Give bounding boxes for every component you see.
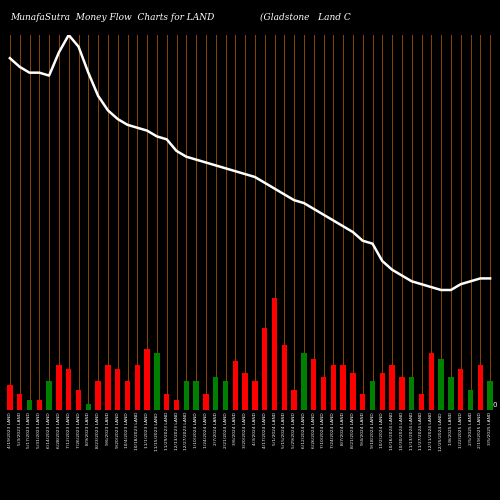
Bar: [390, 365, 395, 410]
Bar: [213, 378, 218, 410]
Bar: [488, 382, 493, 410]
Bar: [438, 359, 444, 410]
Bar: [164, 394, 170, 410]
Bar: [350, 373, 356, 410]
Bar: [144, 348, 150, 410]
Bar: [360, 394, 366, 410]
Bar: [125, 382, 130, 410]
Bar: [311, 359, 316, 410]
Text: (Gladstone   Land C: (Gladstone Land C: [260, 12, 351, 22]
Bar: [96, 382, 101, 410]
Bar: [115, 369, 120, 410]
Bar: [105, 365, 110, 410]
Bar: [252, 382, 258, 410]
Bar: [134, 365, 140, 410]
Bar: [36, 400, 42, 410]
Bar: [409, 378, 414, 410]
Bar: [56, 365, 62, 410]
Text: MunafaSutra  Money Flow  Charts for LAND: MunafaSutra Money Flow Charts for LAND: [10, 12, 214, 22]
Bar: [458, 369, 464, 410]
Bar: [86, 404, 91, 410]
Bar: [174, 400, 179, 410]
Bar: [370, 382, 375, 410]
Bar: [17, 394, 22, 410]
Bar: [419, 394, 424, 410]
Bar: [232, 361, 238, 410]
Bar: [282, 344, 287, 410]
Bar: [194, 382, 199, 410]
Bar: [272, 298, 277, 410]
Text: 0: 0: [492, 402, 497, 408]
Bar: [468, 390, 473, 410]
Bar: [301, 352, 306, 410]
Bar: [340, 365, 346, 410]
Bar: [154, 352, 160, 410]
Bar: [76, 390, 81, 410]
Bar: [66, 369, 71, 410]
Bar: [27, 400, 32, 410]
Bar: [321, 378, 326, 410]
Bar: [262, 328, 268, 410]
Bar: [292, 390, 297, 410]
Bar: [223, 382, 228, 410]
Bar: [399, 378, 404, 410]
Bar: [203, 394, 208, 410]
Bar: [448, 378, 454, 410]
Bar: [184, 382, 189, 410]
Bar: [478, 365, 483, 410]
Bar: [242, 373, 248, 410]
Bar: [428, 352, 434, 410]
Bar: [330, 365, 336, 410]
Bar: [46, 382, 52, 410]
Bar: [380, 373, 385, 410]
Bar: [7, 386, 12, 410]
